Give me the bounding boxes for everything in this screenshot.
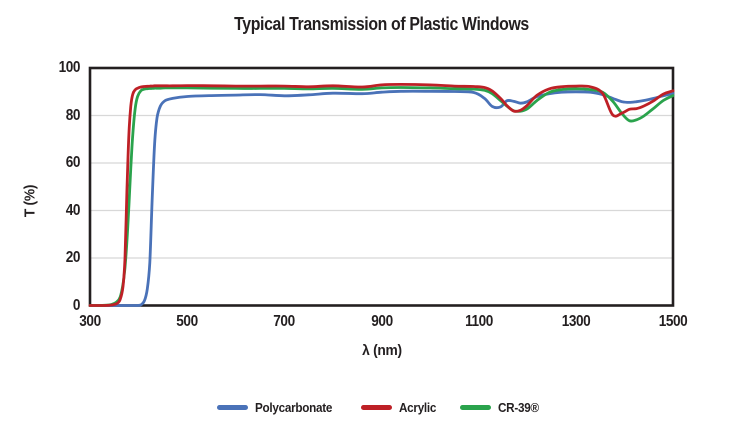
x-tick-label: 500: [176, 313, 198, 330]
legend-item-acrylic: Acrylic: [360, 400, 440, 415]
polycarbonate-line-swatch: [216, 405, 248, 410]
plot-frame: [88, 66, 675, 307]
x-axis-title: λ (nm): [362, 342, 402, 359]
y-tick-label: 80: [65, 106, 81, 124]
y-tick-label: 40: [65, 201, 81, 219]
acrylic-line-swatch: [360, 405, 392, 410]
y-tick-label: 20: [65, 249, 81, 266]
cr39-line-swatch: [459, 405, 491, 410]
series-line-polycarbonate: [88, 89, 675, 307]
y-tick-label: 0: [72, 296, 81, 314]
legend-label-acrylic: Acrylic: [398, 400, 436, 415]
legend-item-cr39: CR-39®: [459, 400, 543, 415]
x-tick-label: 700: [273, 313, 295, 330]
chart-title-text: Typical Transmission of Plastic Windows: [234, 14, 529, 34]
x-tick-label: 300: [79, 313, 101, 330]
series-lines: [88, 83, 675, 307]
legend-label-polycarbonate: Polycarbonate: [254, 400, 332, 415]
legend-label-cr39: CR-39®: [497, 400, 539, 415]
x-tick-label: 1500: [658, 313, 688, 330]
y-axis-title: T (%): [21, 184, 39, 218]
series-line-acrylic: [88, 83, 675, 307]
x-tick-label: 1300: [561, 313, 591, 330]
x-tick-label: 1100: [464, 313, 493, 330]
chart-title: Typical Transmission of Plastic Windows: [90, 14, 673, 35]
x-tick-label: 900: [370, 313, 393, 330]
legend-item-polycarbonate: Polycarbonate: [216, 400, 341, 415]
gridlines: [90, 114, 673, 259]
y-tick-label: 100: [58, 59, 81, 76]
y-tick-label: 60: [65, 154, 81, 171]
legend: Polycarbonate Acrylic CR-39®: [0, 400, 744, 415]
series-line-cr39: [88, 86, 675, 307]
